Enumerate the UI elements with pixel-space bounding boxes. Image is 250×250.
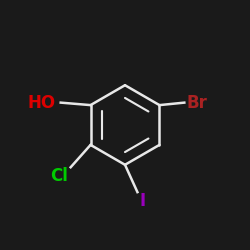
Text: HO: HO [28,94,56,112]
Text: Cl: Cl [50,167,68,185]
Text: Br: Br [187,94,208,112]
Text: I: I [140,192,146,210]
